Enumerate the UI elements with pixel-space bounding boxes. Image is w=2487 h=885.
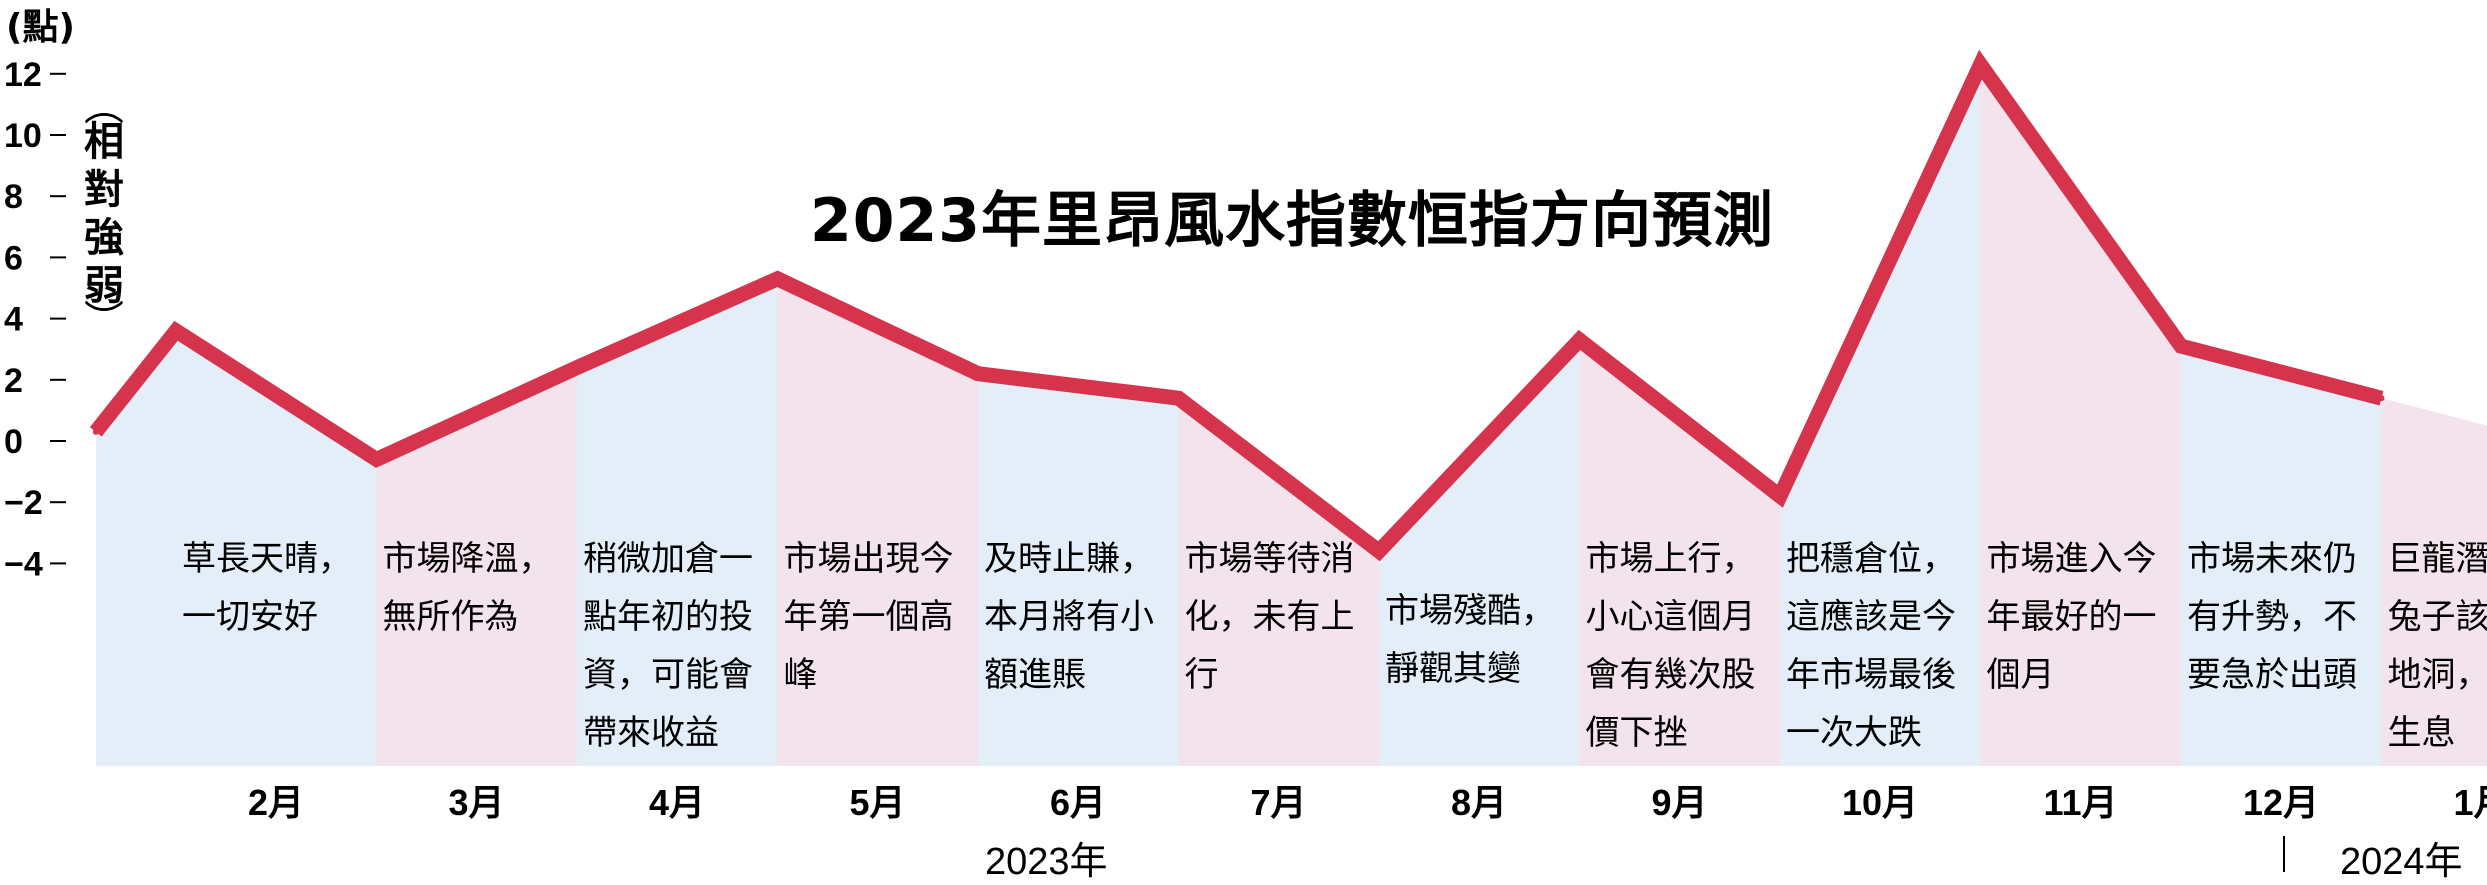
band-note: 稍微加倉一點年初的投資，可能會帶來收益	[583, 530, 761, 762]
y-axis: 12 10 8 6 4 2 0 −2 −4	[4, 56, 66, 584]
y-tick-label: 4	[4, 301, 23, 339]
y-axis-unit: (點)	[6, 0, 75, 50]
x-tick-label: 1月	[2382, 774, 2487, 826]
x-tick-label: 3月	[377, 774, 577, 826]
x-tick-label: 6月	[978, 774, 1178, 826]
data-point	[975, 371, 981, 377]
x-tick-label: 12月	[2181, 774, 2381, 826]
band-note: 市場出現今年第一個高峰	[784, 530, 962, 704]
band-note: 市場進入今年最好的一個月	[1987, 530, 2165, 704]
band-note: 把穩倉位，這應該是今年市場最後一次大跌	[1786, 530, 1964, 762]
band-note: 市場降溫，無所作為	[383, 530, 561, 646]
paren-close: ︶	[84, 310, 124, 332]
data-point	[574, 365, 580, 371]
data-point	[173, 328, 179, 334]
data-point	[775, 276, 781, 282]
ylabel-char: 相	[84, 119, 124, 165]
band-note: 及時止賺，本月將有小額進賬	[984, 530, 1162, 704]
ylabel-char: 對	[84, 167, 124, 213]
band-note: 市場殘酷，靜觀其變	[1385, 582, 1563, 698]
y-tick-label: 12	[4, 56, 42, 94]
x-tick-label: 7月	[1179, 774, 1379, 826]
y-axis-label: ︵ 相 對 強 弱 ︶	[84, 96, 124, 332]
band-note: 巨龍潛伏，兔子該回到地洞，休養生息	[2388, 530, 2487, 762]
data-point	[93, 429, 99, 435]
data-point	[1376, 548, 1382, 554]
year-label-2024: 2024年	[2340, 830, 2463, 885]
band-note: 市場上行，小心這個月會有幾次股價下挫	[1586, 530, 1764, 762]
year-separator	[2283, 836, 2285, 872]
band-note: 市場等待消化，未有上行	[1185, 530, 1363, 704]
ylabel-char: 強	[84, 215, 124, 261]
paren-open: ︵	[84, 96, 124, 118]
chart-title: 2023年里昂風水指數恒指方向預測	[810, 172, 1774, 259]
x-tick-label: 2月	[176, 774, 376, 826]
data-point	[2379, 395, 2385, 401]
x-tick-label: 10月	[1780, 774, 1980, 826]
y-tick-label: 6	[4, 239, 23, 277]
x-tick-label: 9月	[1580, 774, 1780, 826]
data-point	[1176, 395, 1182, 401]
y-tick-label: −4	[4, 545, 43, 583]
x-tick-label: 11月	[1981, 774, 2181, 826]
band-note: 市場未來仍有升勢，不要急於出頭	[2187, 530, 2365, 704]
y-tick-label: 2	[4, 362, 23, 400]
x-tick-label: 4月	[577, 774, 777, 826]
x-tick-label: 8月	[1379, 774, 1579, 826]
data-point	[1777, 493, 1783, 499]
data-point	[1978, 62, 1984, 68]
y-tick-label: 8	[4, 178, 23, 216]
data-point	[2178, 343, 2184, 349]
y-tick-label: 0	[4, 423, 23, 461]
x-tick-label: 5月	[778, 774, 978, 826]
y-tick-label: −2	[4, 484, 43, 522]
data-point	[1577, 337, 1583, 343]
band-note: 草長天晴，一切安好	[182, 530, 360, 646]
band-8月	[1379, 340, 1580, 766]
y-tick-label: 10	[4, 117, 42, 155]
data-point	[374, 456, 380, 462]
year-label-2023: 2023年	[985, 830, 1108, 885]
